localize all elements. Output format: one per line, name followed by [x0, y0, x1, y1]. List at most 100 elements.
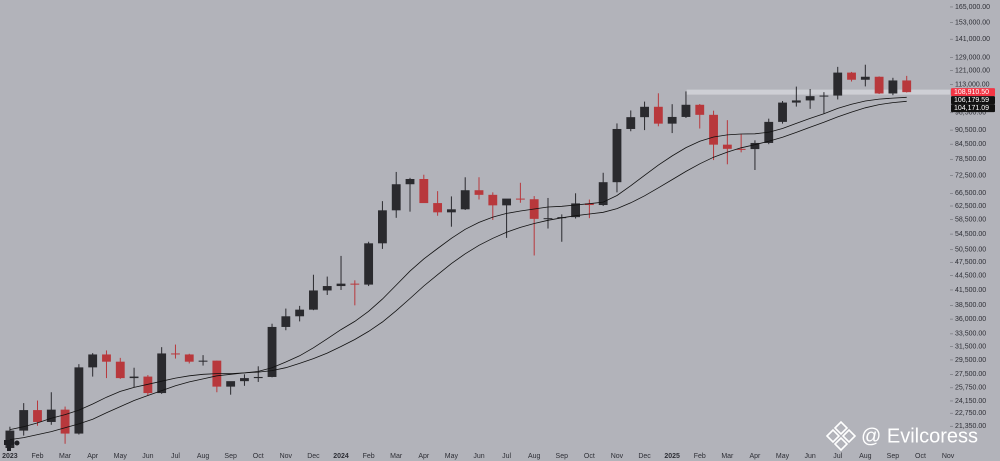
x-tick-label: Oct — [253, 453, 264, 460]
candle-body — [240, 378, 249, 382]
candle-body — [267, 326, 277, 377]
x-tick-label: Nov — [280, 453, 293, 460]
candle-body — [129, 376, 139, 379]
candle-body — [115, 361, 125, 379]
y-tick-label: 31,500.00 — [955, 343, 986, 350]
y-tick-label: 25,750.00 — [955, 385, 986, 392]
x-tick-label: Aug — [197, 453, 210, 460]
y-tick-label: 24,150.00 — [955, 398, 986, 405]
y-tick-label: 29,500.00 — [955, 357, 986, 364]
plot-area — [5, 64, 950, 448]
x-tick-label: Sep — [556, 453, 569, 460]
x-tick-label: Jul — [502, 453, 511, 460]
y-tick-label: 165,000.00 — [955, 4, 990, 11]
candle-body — [695, 104, 705, 115]
candle-body — [157, 353, 167, 394]
candle-body — [446, 209, 456, 213]
x-tick-label: Sep — [887, 453, 900, 460]
x-tick-label: Jul — [171, 453, 180, 460]
candle-body — [364, 243, 374, 285]
candle-body — [350, 283, 360, 285]
candle-body — [750, 142, 760, 150]
x-tick-label: Apr — [87, 453, 99, 460]
y-tick-label: 66,500.00 — [955, 190, 986, 197]
candle-body — [722, 144, 732, 149]
x-tick-label: Mar — [390, 453, 403, 460]
candle-body — [681, 104, 691, 117]
candle-body — [502, 198, 512, 206]
ma-tag-bg — [951, 96, 995, 105]
candle-body — [405, 178, 415, 185]
candle-body — [295, 309, 305, 317]
candle-body — [309, 290, 318, 310]
candle-body — [543, 218, 553, 220]
y-tick-label: 44,500.00 — [955, 272, 986, 279]
candle-body — [226, 381, 236, 387]
watermark: @ Evilcoress — [861, 425, 978, 447]
y-tick-label: 98,500.00 — [955, 110, 986, 117]
x-tick-label: 2024 — [333, 453, 349, 460]
x-tick-label: Feb — [694, 453, 706, 460]
candle-body — [709, 114, 718, 145]
x-tick-label: Feb — [31, 453, 43, 460]
candle-body — [778, 102, 787, 122]
y-tick-label: 62,500.00 — [955, 203, 986, 210]
y-tick-label: 113,000.00 — [955, 81, 990, 88]
x-tick-label: Oct — [915, 453, 926, 460]
x-tick-label: Nov — [942, 453, 955, 460]
y-tick-label: 153,000.00 — [955, 19, 990, 26]
x-tick-label: Mar — [59, 453, 72, 460]
candle-body — [888, 80, 898, 94]
y-tick-label: 84,500.00 — [955, 141, 986, 148]
candle-body — [598, 182, 608, 206]
y-tick-label: 47,500.00 — [955, 259, 986, 266]
candle-body — [515, 198, 525, 200]
candle-body — [874, 76, 884, 94]
candle-body — [60, 409, 70, 434]
candle-body — [847, 72, 856, 80]
x-tick-label: 2023 — [2, 453, 18, 460]
candle-body — [902, 80, 912, 93]
candle-body — [74, 367, 84, 434]
candle-body — [833, 72, 843, 96]
y-tick-label: 38,500.00 — [955, 302, 986, 309]
x-tick-label: Jun — [804, 453, 815, 460]
ma-tag-bg — [951, 104, 995, 113]
candle-body — [88, 354, 98, 368]
x-tick-label: May — [776, 453, 790, 460]
candle-body — [184, 354, 194, 362]
x-tick-label: Oct — [584, 453, 595, 460]
candle-body — [474, 190, 484, 195]
x-tick-label: Aug — [859, 453, 872, 460]
candle-body — [253, 376, 263, 379]
candle-body — [584, 203, 594, 206]
candle-body — [378, 210, 387, 244]
tv-logo — [4, 440, 20, 451]
x-tick-label: Jun — [473, 453, 484, 460]
candle-body — [667, 116, 677, 124]
x-tick-label: Sep — [224, 453, 237, 460]
candle-body — [391, 184, 401, 211]
y-tick-label: 78,500.00 — [955, 156, 986, 163]
y-tick-label: 58,500.00 — [955, 216, 986, 223]
candle-body — [488, 194, 498, 206]
candle-body — [860, 76, 870, 80]
y-tick-label: 21,350.00 — [955, 423, 986, 430]
y-tick-label: 129,000.00 — [955, 54, 990, 61]
candle-body — [46, 409, 56, 422]
ma-tag: 106,179.59 — [954, 97, 989, 104]
x-tick-label: Apr — [418, 453, 430, 460]
candle-body — [102, 354, 111, 362]
y-tick-label: 33,500.00 — [955, 331, 986, 338]
x-tick-label: Jun — [142, 453, 153, 460]
y-tick-label: 27,500.00 — [955, 371, 986, 378]
watermark-icon — [825, 420, 857, 452]
y-tick-label: 54,500.00 — [955, 231, 986, 238]
x-tick-label: Dec — [638, 453, 651, 460]
last-price-tag: 108,910.50 — [954, 89, 989, 96]
x-tick-label: Dec — [307, 453, 320, 460]
candle-body — [281, 316, 291, 327]
candle-body — [626, 117, 636, 129]
x-tick-label: 2025 — [664, 453, 680, 460]
candle-body — [571, 203, 580, 218]
